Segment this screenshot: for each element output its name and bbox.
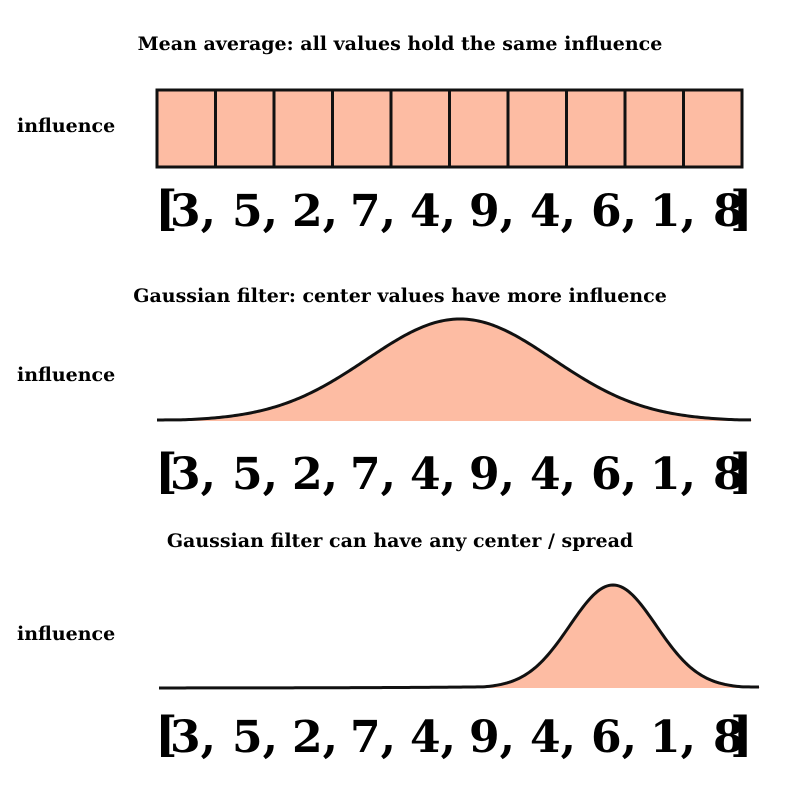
array-value-2: 2, (292, 712, 338, 763)
influence-box-9 (682, 88, 744, 169)
gaussian-area (157, 319, 752, 421)
influence-box-7 (565, 88, 627, 169)
influence-box-0 (155, 88, 217, 169)
influence-box-5 (448, 88, 510, 169)
close-bracket: ] (730, 707, 753, 763)
influence-box-1 (214, 88, 276, 169)
panel-3-title: Gaussian filter can have any center / sp… (166, 530, 634, 552)
panel-1-title: Mean average: all values hold the same i… (137, 33, 663, 55)
influence-box-2 (272, 88, 334, 169)
panel-1-ylabel: influence (17, 115, 116, 137)
influence-box-8 (623, 88, 685, 169)
array-value-1: 5, (232, 449, 278, 500)
array-value-4: 4, (410, 712, 456, 763)
gaussian-curve-line (156, 317, 752, 422)
array-value-4: 4, (410, 186, 456, 237)
array-value-5: 9, (469, 712, 515, 763)
array-value-3: 7, (350, 712, 396, 763)
array-value-6: 4, (530, 186, 576, 237)
array-value-6: 4, (530, 449, 576, 500)
array-value-8: 1, (650, 449, 696, 500)
close-bracket: ] (730, 444, 753, 500)
array-value-8: 1, (650, 712, 696, 763)
array-value-0: 3, (170, 712, 216, 763)
gaussian-area (159, 585, 760, 688)
array-value-9: 8 (713, 186, 744, 237)
close-bracket: ] (730, 181, 753, 237)
influence-box-4 (389, 88, 451, 169)
array-value-9: 8 (713, 449, 744, 500)
array-value-8: 1, (650, 186, 696, 237)
panel-2-value-array: [3, 5, 2, 7, 4, 9, 4, 6, 1, 8] (155, 444, 755, 505)
array-value-5: 9, (469, 449, 515, 500)
influence-box-6 (506, 88, 568, 169)
array-value-4: 4, (410, 449, 456, 500)
open-bracket: [ (155, 181, 178, 237)
array-value-1: 5, (232, 186, 278, 237)
array-value-3: 7, (350, 449, 396, 500)
panel-3-gaussian-curve (159, 583, 760, 690)
array-value-3: 7, (350, 186, 396, 237)
array-value-1: 5, (232, 712, 278, 763)
panel-2-ylabel: influence (17, 364, 116, 386)
array-value-7: 6, (591, 712, 637, 763)
panel-3-ylabel: influence (17, 623, 116, 645)
gaussian-curve-line (159, 583, 760, 690)
panel-3-value-array: [3, 5, 2, 7, 4, 9, 4, 6, 1, 8] (155, 707, 755, 768)
array-value-6: 4, (530, 712, 576, 763)
influence-box-3 (331, 88, 393, 169)
array-value-2: 2, (292, 449, 338, 500)
array-value-7: 6, (591, 449, 637, 500)
open-bracket: [ (155, 444, 178, 500)
array-value-0: 3, (170, 449, 216, 500)
panel-1-value-array: [3, 5, 2, 7, 4, 9, 4, 6, 1, 8] (155, 181, 755, 242)
panel-2-gaussian-curve (156, 317, 752, 422)
array-value-5: 9, (469, 186, 515, 237)
open-bracket: [ (155, 707, 178, 763)
panel-1-influence-boxes (155, 88, 744, 169)
array-value-7: 6, (591, 186, 637, 237)
array-value-0: 3, (170, 186, 216, 237)
panel-2-title: Gaussian filter: center values have more… (133, 285, 667, 307)
array-value-9: 8 (713, 712, 744, 763)
array-value-2: 2, (292, 186, 338, 237)
